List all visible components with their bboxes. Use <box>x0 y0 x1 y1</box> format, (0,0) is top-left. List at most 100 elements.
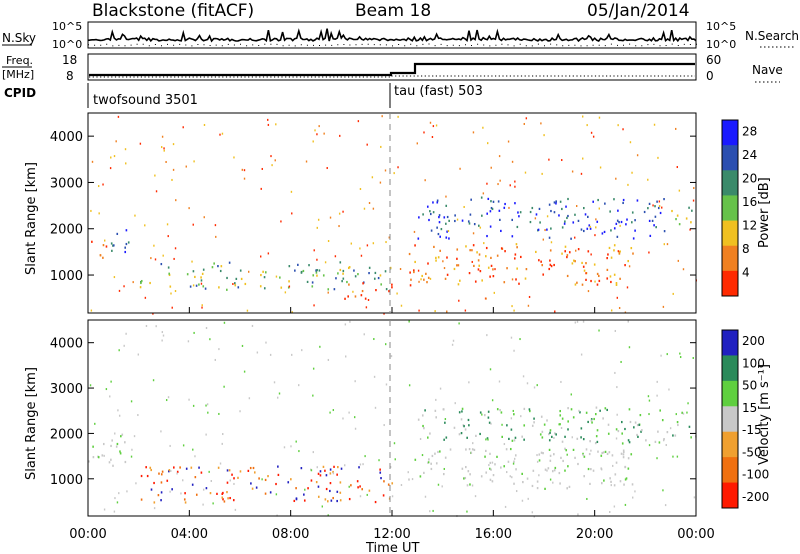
echo-cell <box>645 439 647 442</box>
echo-cell <box>182 126 184 129</box>
echo-cell <box>429 210 431 213</box>
echo-cell <box>672 434 674 437</box>
echo-cell <box>609 477 611 480</box>
echo-cell <box>548 439 551 442</box>
echo-cell <box>209 338 211 341</box>
echo-cell <box>507 140 510 143</box>
echo-cell <box>352 290 354 293</box>
echo-cell <box>317 472 320 475</box>
echo-cell <box>587 420 589 424</box>
x-tick-label: 16:00 <box>475 527 512 542</box>
echo-cell <box>332 409 335 412</box>
echo-cell <box>312 367 315 370</box>
echo-cell <box>505 448 508 451</box>
echo-cell <box>582 320 585 323</box>
echo-cell <box>319 345 321 348</box>
echo-cell <box>541 264 544 267</box>
echo-cell <box>358 466 360 469</box>
echo-cell <box>115 445 118 448</box>
echo-cell <box>497 200 500 203</box>
echo-cell <box>481 279 483 282</box>
echo-cell <box>622 201 624 205</box>
echo-cell <box>620 220 623 224</box>
echo-cell <box>332 472 335 475</box>
colorbar-swatch <box>722 355 738 382</box>
echo-cell <box>294 269 296 272</box>
echo-cell <box>487 197 490 201</box>
echo-cell <box>408 384 411 387</box>
echo-cell <box>687 402 689 405</box>
echo-cell <box>316 133 318 136</box>
echo-cell <box>219 269 222 273</box>
echo-cell <box>306 280 309 284</box>
echo-cell <box>513 460 515 463</box>
echo-cell <box>648 219 651 223</box>
echo-cell <box>150 468 153 472</box>
echo-cell <box>531 206 534 210</box>
echo-cell <box>202 268 205 271</box>
echo-cell <box>541 172 543 175</box>
echo-cell <box>410 278 412 281</box>
echo-cell <box>288 265 291 268</box>
echo-cell <box>533 417 535 420</box>
echo-cell <box>574 456 576 459</box>
echo-cell <box>582 452 584 455</box>
echo-cell <box>623 483 625 486</box>
echo-cell <box>487 438 489 441</box>
echo-cell <box>628 346 631 349</box>
echo-cell <box>470 198 472 201</box>
echo-cell <box>364 455 366 458</box>
echo-cell <box>201 306 203 309</box>
echo-cell <box>205 487 208 490</box>
echo-cell <box>617 209 619 212</box>
echo-cell <box>497 183 499 186</box>
echo-cell <box>608 246 611 250</box>
echo-cell <box>342 417 344 420</box>
echo-cell <box>385 241 387 244</box>
echo-cell <box>248 397 251 400</box>
echo-cell <box>442 408 444 411</box>
echo-cell <box>434 452 436 455</box>
echo-cell <box>629 141 632 144</box>
echo-cell <box>152 312 154 315</box>
echo-cell <box>161 339 163 342</box>
echo-cell <box>473 223 476 226</box>
echo-cell <box>559 409 561 413</box>
echo-cell <box>471 249 473 252</box>
echo-cell <box>563 222 566 225</box>
echo-cell <box>453 426 456 429</box>
echo-cell <box>576 437 579 440</box>
echo-cell <box>627 320 629 323</box>
echo-cell <box>425 272 427 275</box>
echo-cell <box>523 424 526 427</box>
echo-cell <box>146 474 149 478</box>
echo-cell <box>620 360 622 363</box>
echo-cell <box>165 399 168 402</box>
echo-cell <box>324 261 327 264</box>
echo-cell <box>590 449 592 452</box>
echo-cell <box>427 276 430 279</box>
echo-cell <box>659 211 662 215</box>
echo-cell <box>201 272 204 275</box>
colorbar-tick-label: 12 <box>742 219 757 233</box>
echo-cell <box>446 273 449 276</box>
echo-cell <box>409 271 411 274</box>
echo-cell <box>560 380 562 383</box>
echo-cell <box>648 413 650 416</box>
echo-cell <box>211 266 214 269</box>
echo-cell <box>359 495 362 498</box>
echo-cell <box>247 270 250 273</box>
echo-cell <box>428 458 430 461</box>
echo-cell <box>445 236 448 239</box>
echo-cell <box>615 222 618 225</box>
power-y-axis: 1000 2000 3000 4000 <box>50 130 696 284</box>
echo-cell <box>288 280 290 283</box>
echo-cell <box>439 450 441 453</box>
echo-cell <box>377 276 380 280</box>
echo-cell <box>529 220 532 224</box>
echo-cell <box>539 433 542 436</box>
nsky-tick-top: 10^5 <box>52 20 82 33</box>
echo-cell <box>160 146 163 149</box>
echo-cell <box>302 269 305 273</box>
echo-cell <box>317 495 320 498</box>
